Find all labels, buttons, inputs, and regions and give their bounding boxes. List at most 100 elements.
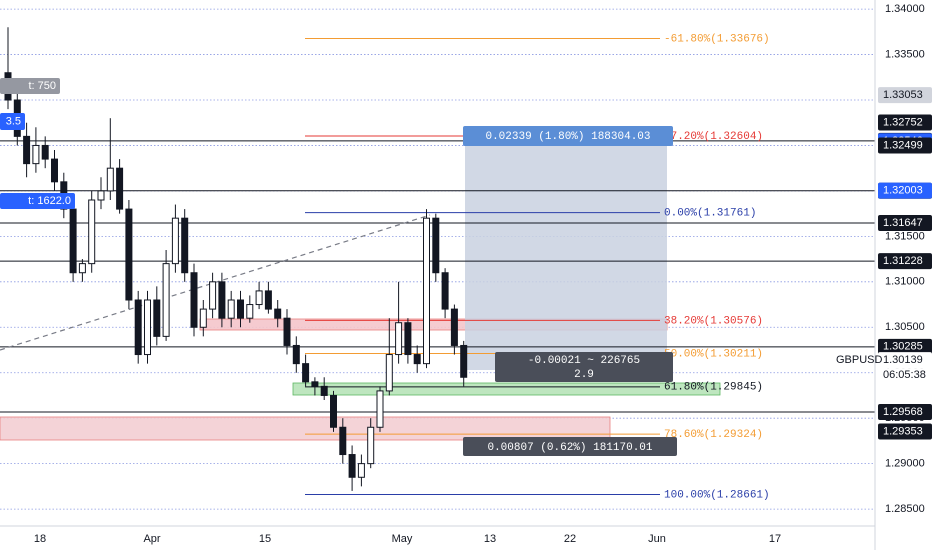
fib-label: 38.20%(1.30576) <box>664 315 763 327</box>
candle-body <box>32 144 40 165</box>
candle-body <box>125 208 133 301</box>
candle-body <box>255 290 263 306</box>
candle <box>181 209 189 282</box>
countdown-label: 06:05:38 <box>883 369 926 381</box>
y-tick-label: 1.31000 <box>885 276 925 288</box>
candle-body <box>199 308 207 328</box>
candle-body <box>320 385 328 396</box>
price-badge-label: 1.32003 <box>883 185 923 197</box>
candle <box>218 272 226 328</box>
candle <box>209 272 217 319</box>
measure-label: 0.00807 (0.62%) 181170.01 <box>487 442 652 454</box>
label-box <box>0 78 60 94</box>
fib-label: 100.00%(1.28661) <box>664 489 770 501</box>
x-tick-label: 18 <box>34 533 46 545</box>
candle <box>106 118 114 200</box>
candle <box>432 213 440 282</box>
candle <box>348 445 356 491</box>
fib-label: 61.80%(1.29845) <box>664 382 763 394</box>
candle-body <box>292 344 300 365</box>
candle-body <box>190 272 198 328</box>
candle-body <box>162 263 170 337</box>
candle-body <box>404 322 412 356</box>
candle <box>237 290 244 328</box>
candle-body <box>460 344 468 378</box>
candle-body <box>97 190 105 201</box>
price-badge <box>878 352 932 369</box>
fib-label: -61.80%(1.33676) <box>664 33 770 45</box>
candle-body <box>23 135 31 165</box>
price-badge-label: 1.31228 <box>883 255 923 267</box>
candle <box>246 295 254 323</box>
measure-label: -0.00021 ~ 226765 <box>528 355 640 367</box>
x-tick-label: 22 <box>564 533 576 545</box>
candle-body <box>376 390 384 428</box>
price-badge <box>878 423 932 440</box>
candle <box>357 454 365 487</box>
candle <box>97 177 105 210</box>
candle <box>302 354 310 387</box>
candle-body <box>283 317 291 346</box>
candle-body <box>209 281 217 310</box>
price-badge <box>878 87 932 104</box>
candle-body <box>330 394 337 428</box>
x-tick-label: May <box>392 533 413 545</box>
candle-body <box>134 299 142 356</box>
x-tick-label: 17 <box>769 533 781 545</box>
x-tick-label: 15 <box>259 533 271 545</box>
price-badge-label: 1.30285 <box>883 341 923 353</box>
left-label: t: 1622.0 <box>28 195 71 207</box>
candle-body <box>357 463 365 478</box>
candle <box>116 159 124 214</box>
label-box <box>463 437 677 456</box>
price-badge-label: 1.31647 <box>883 217 923 229</box>
candle-body <box>423 217 430 365</box>
fib-label: 78.60%(1.29324) <box>664 429 763 441</box>
candle <box>339 418 347 464</box>
candle <box>376 386 384 432</box>
price-badge-label: 1.29568 <box>883 406 923 418</box>
price-badge <box>878 215 932 231</box>
candle <box>227 290 235 328</box>
candle <box>144 290 151 364</box>
symbol-label: GBPUSD <box>836 354 883 366</box>
zone <box>465 145 667 370</box>
price-badge-label: 1.29353 <box>883 425 923 437</box>
candle-body <box>227 299 235 319</box>
candle <box>51 150 58 191</box>
label-box <box>495 352 673 382</box>
candle-body <box>144 299 151 356</box>
candle-body <box>432 217 440 274</box>
y-tick-label: 1.28500 <box>885 503 925 515</box>
measure-label: 0.02339 (1.80%) 188304.03 <box>485 131 650 143</box>
candle <box>330 390 337 432</box>
candle <box>450 304 458 355</box>
candle-body <box>41 144 49 160</box>
candle-body <box>302 363 310 383</box>
candle-body <box>367 426 375 465</box>
candle <box>255 281 263 310</box>
candle <box>134 290 142 364</box>
price-badge-label: 1.33053 <box>883 89 923 101</box>
measure-label: 2.9 <box>574 369 594 381</box>
x-tick-label: Apr <box>143 533 160 545</box>
candle-body <box>106 167 114 192</box>
zone <box>0 416 611 441</box>
candle-body <box>274 308 282 319</box>
candle <box>69 200 77 282</box>
price-badge-label: 1.30139 <box>883 354 923 366</box>
price-badge-label: 1.32752 <box>883 116 923 128</box>
price-badge <box>878 253 932 270</box>
y-tick-label: 1.31500 <box>885 230 925 242</box>
candle <box>88 190 96 273</box>
fib-label: 50.00%(1.30211) <box>664 348 763 360</box>
price-badge <box>878 137 932 154</box>
label-box <box>0 193 75 209</box>
fib-label: 27.20%(1.32604) <box>664 131 763 143</box>
candle-body <box>264 290 272 310</box>
candle-body <box>450 308 458 346</box>
candle <box>423 209 430 369</box>
candle-body <box>116 167 124 210</box>
candle-body <box>171 217 179 265</box>
